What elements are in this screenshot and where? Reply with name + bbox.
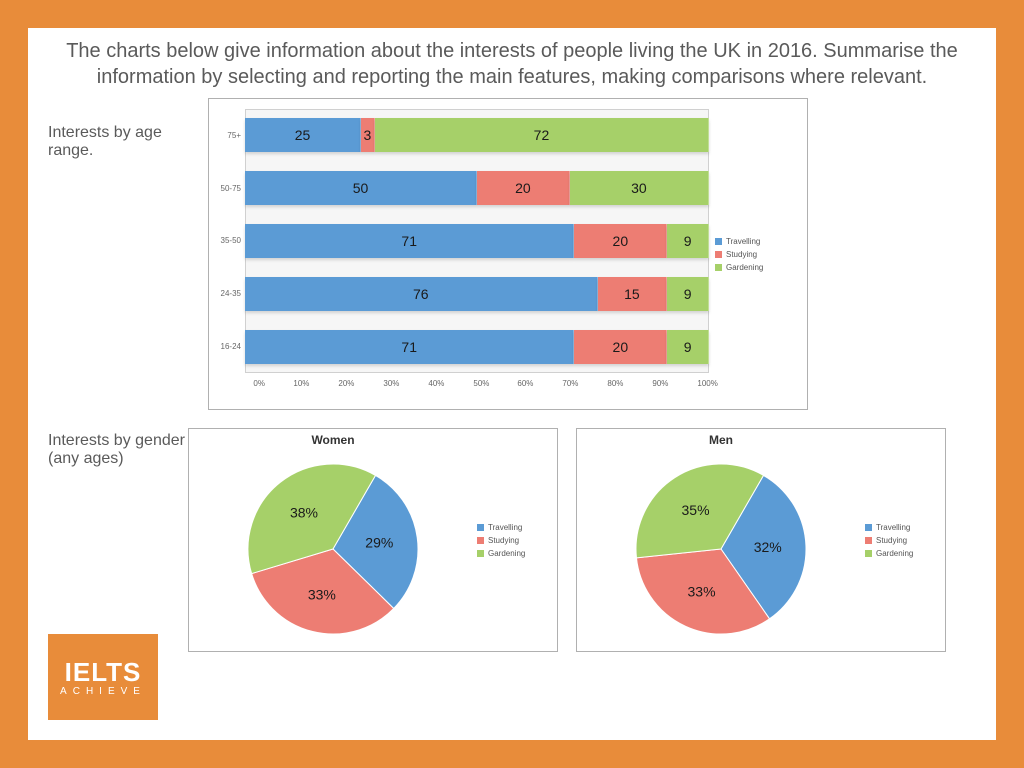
bar-segment: 9 [667, 277, 709, 311]
pies-side-label: Interests by gender (any ages) [48, 428, 188, 468]
legend-swatch [865, 550, 872, 557]
bar-segment: 30 [570, 171, 709, 205]
legend-swatch [477, 524, 484, 531]
bar-segment: 20 [477, 171, 570, 205]
legend-item: Gardening [477, 549, 551, 558]
legend-item: Travelling [715, 237, 801, 246]
pie-svg: 32% 33% 35% [591, 449, 851, 647]
legend-swatch [477, 550, 484, 557]
logo-ielts-achieve: IELTS ACHIEVE [48, 634, 158, 720]
legend-swatch [477, 537, 484, 544]
legend-label: Gardening [488, 549, 525, 558]
bar-segment: 25 [245, 118, 361, 152]
legend-label: Travelling [726, 237, 760, 246]
bar-segment: 76 [245, 277, 598, 311]
bar-segment: 71 [245, 330, 574, 364]
legend-item: Studying [865, 536, 939, 545]
legend-label: Studying [726, 250, 757, 259]
bar-xtick: 20% [339, 379, 355, 403]
bar-row: 35-5071209 [245, 221, 709, 261]
legend-label: Gardening [726, 263, 763, 272]
barchart-row: Interests by age range. 75+2537250-75502… [48, 98, 976, 410]
bar-row: 16-2471209 [245, 327, 709, 367]
legend-label: Travelling [876, 523, 910, 532]
bar-xtick: 50% [473, 379, 489, 403]
bar-xtick: 40% [428, 379, 444, 403]
bar-ylabel: 50-75 [215, 184, 241, 193]
bar-ylabel: 16-24 [215, 342, 241, 351]
prompt-text: The charts below give information about … [48, 38, 976, 90]
pies-row: Interests by gender (any ages) Women 29% 3… [48, 428, 976, 652]
bar-ylabel: 75+ [215, 131, 241, 140]
barchart-side-label: Interests by age range. [48, 98, 188, 160]
pie-box: Women 29% 33% 38% Travelling Studying Gardenin… [188, 428, 558, 652]
bar-segment: 20 [574, 224, 667, 258]
legend-label: Travelling [488, 523, 522, 532]
legend-label: Gardening [876, 549, 913, 558]
pie-area: Men 32% 33% 35% [577, 429, 865, 651]
bar-segment: 72 [375, 118, 709, 152]
pie-slice-label: 35% [682, 502, 710, 518]
bar-segment: 50 [245, 171, 477, 205]
bar-row: 50-75502030 [245, 168, 709, 208]
bar-xtick: 90% [652, 379, 668, 403]
bar-row: 24-3576159 [245, 274, 709, 314]
legend-swatch [715, 251, 722, 258]
bar-xtick: 60% [518, 379, 534, 403]
bar-ylabel: 35-50 [215, 236, 241, 245]
legend-item: Gardening [865, 549, 939, 558]
bar-xtick: 30% [383, 379, 399, 403]
bar-segment: 15 [598, 277, 668, 311]
legend-item: Travelling [477, 523, 551, 532]
bar-xtick: 10% [294, 379, 310, 403]
bar-xtick: 0% [253, 379, 265, 403]
barchart-legend: Travelling Studying Gardening [715, 99, 807, 409]
legend-swatch [715, 264, 722, 271]
bar-segment: 20 [574, 330, 667, 364]
pie-area: Women 29% 33% 38% [189, 429, 477, 651]
barchart-plot: 75+2537250-7550203035-507120924-35761591… [209, 99, 715, 409]
bar-segment: 9 [667, 224, 709, 258]
legend-item: Travelling [865, 523, 939, 532]
legend-item: Gardening [715, 263, 801, 272]
legend-item: Studying [477, 536, 551, 545]
pie-title: Men [709, 433, 733, 447]
bar-segment: 3 [361, 118, 375, 152]
bar-xtick: 100% [697, 379, 717, 403]
pie-svg: 29% 33% 38% [203, 449, 463, 647]
legend-label: Studying [876, 536, 907, 545]
barchart-bars: 75+2537250-7550203035-507120924-35761591… [245, 109, 709, 373]
pie-title: Women [311, 433, 354, 447]
pies-container: Women 29% 33% 38% Travelling Studying Gardenin… [188, 428, 946, 652]
bar-ylabel: 24-35 [215, 289, 241, 298]
barchart-xaxis: 0% 10% 20% 30% 40% 50% 60% 70% 80% 90% 100% [245, 379, 726, 403]
logo-big: IELTS [65, 657, 142, 688]
legend-swatch [715, 238, 722, 245]
pie-slice-label: 38% [290, 504, 318, 520]
pie-legend: Travelling Studying Gardening [865, 429, 945, 651]
bar-xtick: 80% [607, 379, 623, 403]
pie-slice-label: 29% [365, 535, 393, 551]
content-panel: The charts below give information about … [28, 28, 996, 740]
bar-segment: 71 [245, 224, 574, 258]
pie-slice-label: 33% [688, 584, 716, 600]
legend-item: Studying [715, 250, 801, 259]
pie-slice-label: 33% [308, 586, 336, 602]
pie-box: Men 32% 33% 35% Travelling Studying Gardening [576, 428, 946, 652]
pie-legend: Travelling Studying Gardening [477, 429, 557, 651]
logo-small: ACHIEVE [60, 686, 146, 697]
bar-row: 75+25372 [245, 115, 709, 155]
bar-xtick: 70% [563, 379, 579, 403]
barchart-box: 75+2537250-7550203035-507120924-35761591… [208, 98, 808, 410]
bar-segment: 9 [667, 330, 709, 364]
legend-swatch [865, 537, 872, 544]
legend-label: Studying [488, 536, 519, 545]
legend-swatch [865, 524, 872, 531]
pie-slice-label: 32% [754, 539, 782, 555]
